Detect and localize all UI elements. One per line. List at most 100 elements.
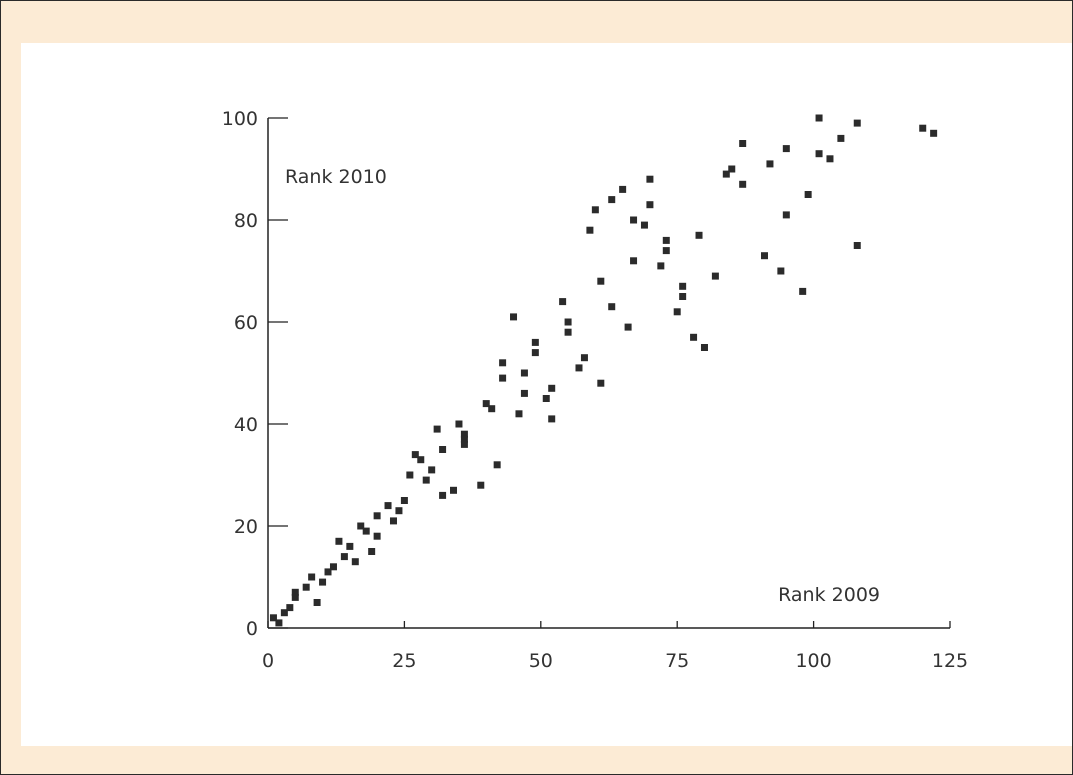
data-point [400,497,408,504]
data-point [499,374,507,382]
y-axis-title: Rank 2010 [285,166,387,188]
data-point [619,185,627,193]
data-point [460,430,468,438]
data-point [455,420,463,428]
data-point [520,389,528,397]
x-tick-label: 125 [932,650,968,672]
data-point [624,323,632,331]
data-point [777,267,785,275]
data-point [373,512,381,520]
data-point [597,277,605,285]
x-tick-label: 100 [795,650,831,672]
y-tick-label: 60 [234,312,258,334]
data-point [357,522,365,530]
data-point [591,206,599,214]
data-point [422,476,430,484]
data-point [531,338,539,346]
data-point [493,461,501,469]
x-tick-label: 25 [392,650,416,672]
data-point [815,150,823,158]
data-point [837,134,845,142]
data-point [853,242,861,249]
data-point [460,435,468,443]
data-point [319,578,327,586]
data-point [739,180,747,188]
x-ticks: 0 25 50 75 100 125 [262,621,968,672]
data-point [826,155,834,163]
data-point [630,257,638,265]
x-tick-label: 50 [529,650,553,672]
data-point [520,369,528,377]
data-point [351,558,359,566]
y-tick-label: 80 [234,210,258,232]
x-tick-label: 0 [262,650,274,672]
x-axis-title: Rank 2009 [778,584,880,606]
data-point [308,573,316,581]
data-point [679,282,687,290]
data-point [608,303,616,311]
data-point [286,604,294,612]
data-point [646,175,654,183]
data-point [695,231,703,239]
data-point [340,553,348,561]
data-point [640,221,648,229]
x-tick-label: 75 [665,650,689,672]
data-point [804,191,812,198]
data-point [782,211,790,219]
data-point [406,471,414,479]
data-point [417,456,425,464]
data-point [662,247,670,255]
data-point [269,614,277,622]
data-point [711,272,719,280]
y-tick-label: 40 [234,414,258,436]
data-point [460,440,468,448]
data-point [433,425,441,433]
data-point [395,507,403,515]
data-point [657,262,665,270]
data-point [728,165,736,173]
data-point [548,384,556,392]
data-point [439,446,447,453]
data-point [586,226,594,234]
data-point [428,466,436,474]
data-point [368,548,376,555]
data-point [531,349,539,357]
data-point [930,129,938,137]
data-point [646,201,654,209]
data-point [630,216,638,224]
data-point [815,114,823,122]
y-tick-label: 0 [246,618,258,640]
data-point [766,160,774,168]
data-point [919,124,927,132]
data-point [542,395,550,402]
data-point [389,517,397,525]
data-point [799,287,807,295]
data-point [302,583,310,591]
data-point [411,451,419,459]
data-point [722,170,730,178]
data-point [760,252,768,260]
data-point [362,527,370,535]
data-point [329,563,337,571]
data-point [679,293,687,300]
data-point [608,196,616,204]
data-point [291,588,299,596]
data-point [564,318,572,326]
data-point [662,236,670,244]
data-point [782,145,790,153]
data-point [575,364,583,372]
data-point [690,333,698,341]
data-point [335,537,343,545]
chart-panel [21,43,1072,746]
y-tick-label: 20 [234,516,258,538]
data-point [477,481,485,489]
data-point [853,119,861,127]
data-point [346,542,354,550]
data-point [559,298,567,306]
data-point [700,344,708,351]
y-tick-label: 100 [222,108,258,130]
data-point [373,532,381,540]
data-point [510,313,518,321]
